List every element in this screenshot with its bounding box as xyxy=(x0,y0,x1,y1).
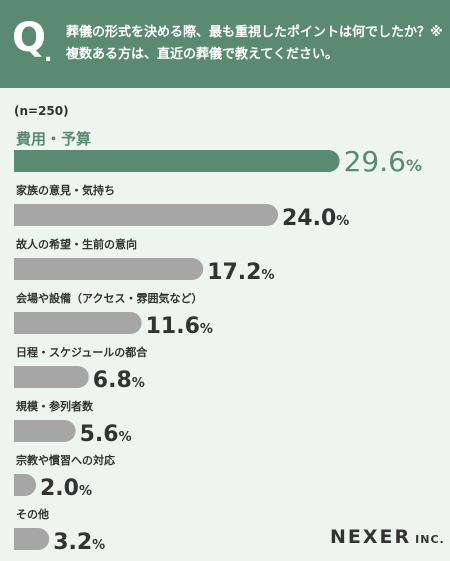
category-label: 費用・予算 xyxy=(16,130,91,148)
brand-suffix: INC. xyxy=(415,533,445,546)
bar xyxy=(14,204,278,226)
bar xyxy=(14,420,76,442)
sample-size: (n=250) xyxy=(14,104,69,118)
bar xyxy=(14,150,340,172)
value-label: 6.8% xyxy=(93,368,145,393)
q-dot: . xyxy=(44,42,53,67)
category-label: 会場や設備（アクセス・雰囲気など） xyxy=(16,291,202,305)
category-label: その他 xyxy=(16,507,49,521)
value-label: 2.0% xyxy=(40,476,92,501)
category-label: 家族の意見・気持ち xyxy=(16,183,115,197)
bar-left-cap xyxy=(14,150,26,172)
bar-left-cap xyxy=(14,258,26,280)
value-label: 24.0% xyxy=(282,206,349,231)
value-label: 29.6% xyxy=(344,145,422,178)
value-label: 17.2% xyxy=(207,260,274,285)
value-label: 3.2% xyxy=(53,530,105,555)
bar xyxy=(14,366,89,388)
category-label: 故人の希望・生前の意向 xyxy=(16,237,137,251)
category-label: 日程・スケジュールの都合 xyxy=(16,345,148,359)
category-label: 規模・参列者数 xyxy=(16,399,94,413)
bar xyxy=(14,258,204,280)
bar-left-cap xyxy=(14,528,26,550)
category-label: 宗教や慣習への対応 xyxy=(16,453,115,467)
question-header: Q . 葬儀の形式を決める際、最も重視したポイントは何でしたか？※複数ある方は、… xyxy=(0,0,450,88)
q-letter: Q xyxy=(12,15,47,61)
bar-left-cap xyxy=(14,312,26,334)
bar xyxy=(14,312,142,334)
bar-left-cap xyxy=(14,204,26,226)
bar-left-cap xyxy=(14,474,26,496)
question-text: 葬儀の形式を決める際、最も重視したポイントは何でしたか？※複数ある方は、直近の葬… xyxy=(66,25,443,62)
brand-name: NEXER xyxy=(330,526,412,548)
brand-logo: NEXER INC. xyxy=(330,526,445,548)
bar-left-cap xyxy=(14,366,26,388)
value-label: 11.6% xyxy=(146,314,213,339)
value-label: 5.6% xyxy=(80,422,132,447)
bar-left-cap xyxy=(14,420,26,442)
